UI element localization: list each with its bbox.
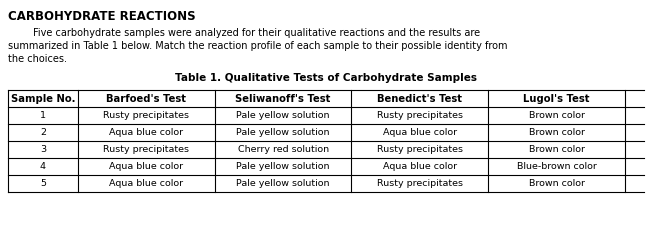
Text: Aqua blue color: Aqua blue color [383,128,457,137]
Text: 4: 4 [40,162,46,171]
Text: Aqua blue color: Aqua blue color [110,162,183,171]
Text: Pale yellow solution: Pale yellow solution [236,179,330,188]
Text: Pale yellow solution: Pale yellow solution [236,128,330,137]
Text: Rusty precipitates: Rusty precipitates [377,145,463,154]
Text: Sample No.: Sample No. [10,94,75,104]
Text: 3: 3 [40,145,46,154]
Text: Rusty precipitates: Rusty precipitates [377,111,463,120]
Text: Blue-brown color: Blue-brown color [516,162,597,171]
Text: Brown color: Brown color [529,145,585,154]
Text: summarized in Table 1 below. Match the reaction profile of each sample to their : summarized in Table 1 below. Match the r… [8,41,507,51]
Text: Lugol's Test: Lugol's Test [524,94,590,104]
Text: CARBOHYDRATE REACTIONS: CARBOHYDRATE REACTIONS [8,10,196,23]
Text: Seliwanoff's Test: Seliwanoff's Test [235,94,331,104]
Text: the choices.: the choices. [8,54,67,64]
Text: Benedict's Test: Benedict's Test [378,94,462,104]
Text: 2: 2 [40,128,46,137]
Text: Table 1. Qualitative Tests of Carbohydrate Samples: Table 1. Qualitative Tests of Carbohydra… [175,73,477,83]
Text: Brown color: Brown color [529,179,585,188]
Text: Rusty precipitates: Rusty precipitates [103,145,189,154]
Text: Pale yellow solution: Pale yellow solution [236,162,330,171]
Text: Brown color: Brown color [529,111,585,120]
Text: Barfoed's Test: Barfoed's Test [106,94,186,104]
Text: Brown color: Brown color [529,128,585,137]
Text: Aqua blue color: Aqua blue color [383,162,457,171]
Text: Rusty precipitates: Rusty precipitates [377,179,463,188]
Text: Aqua blue color: Aqua blue color [110,179,183,188]
Text: Aqua blue color: Aqua blue color [110,128,183,137]
Text: Rusty precipitates: Rusty precipitates [103,111,189,120]
Text: Pale yellow solution: Pale yellow solution [236,111,330,120]
Text: 5: 5 [40,179,46,188]
Text: Cherry red solution: Cherry red solution [237,145,329,154]
Text: 1: 1 [40,111,46,120]
Text: Five carbohydrate samples were analyzed for their qualitative reactions and the : Five carbohydrate samples were analyzed … [8,28,480,38]
